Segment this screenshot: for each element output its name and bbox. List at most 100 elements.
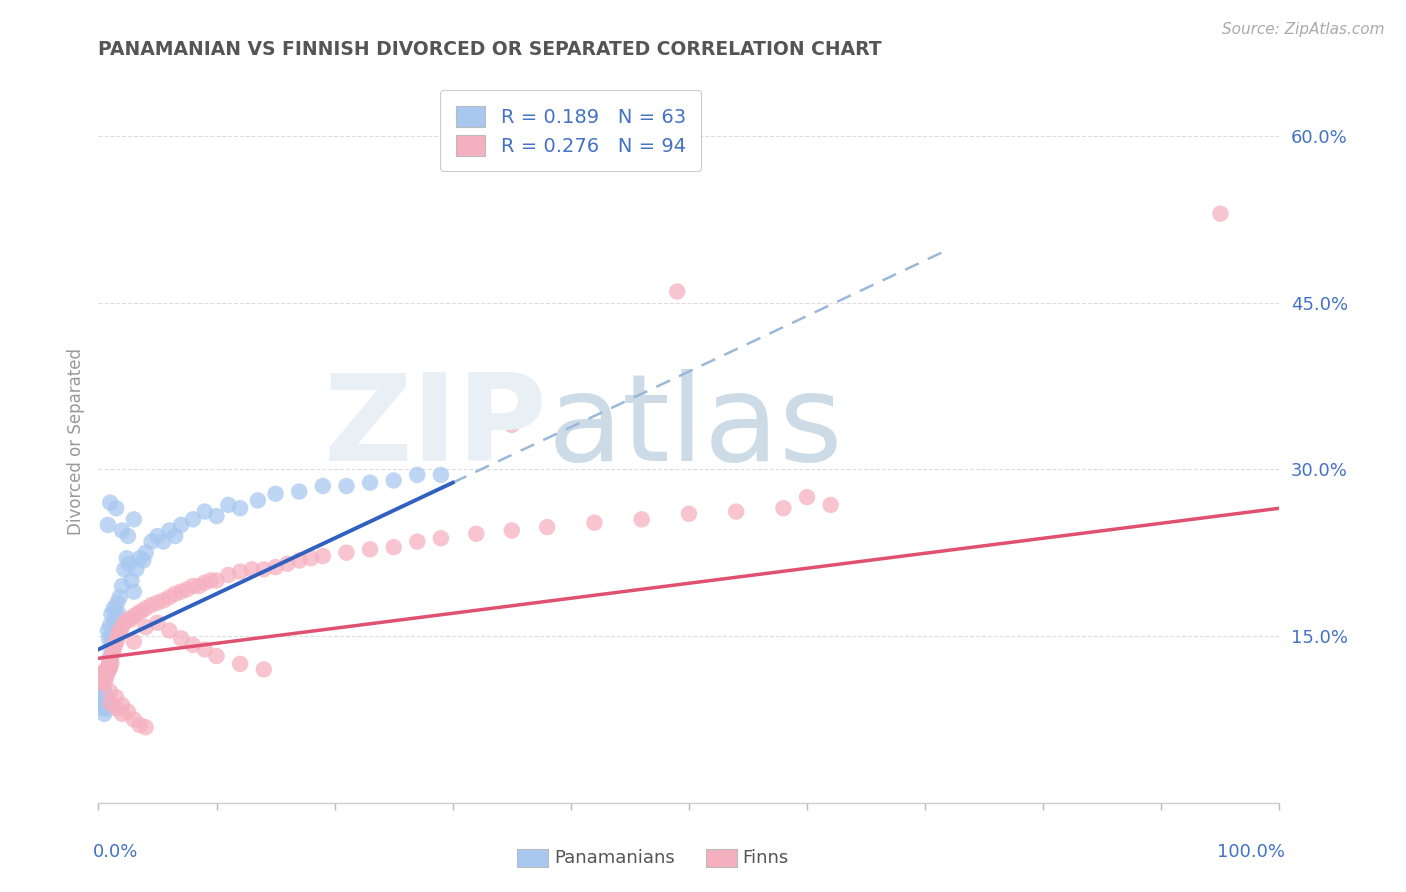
Point: [117, 612, 139, 626]
Point: [217, 568, 239, 582]
Point: [288, 484, 311, 499]
Point: [107, 607, 129, 621]
Point: [93, 671, 115, 685]
Text: 0.0%: 0.0%: [93, 843, 138, 861]
Point: [111, 698, 134, 712]
Point: [229, 501, 252, 516]
Point: [96, 668, 118, 682]
Point: [122, 512, 145, 526]
Point: [121, 574, 143, 588]
Point: [146, 529, 169, 543]
Point: [97, 517, 120, 532]
Legend: R = 0.189   N = 63, R = 0.276   N = 94: R = 0.189 N = 63, R = 0.276 N = 94: [440, 90, 702, 171]
Point: [187, 579, 209, 593]
Point: [105, 634, 128, 648]
Point: [98, 657, 121, 671]
Text: PANAMANIAN VS FINNISH DIVORCED OR SEPARATED CORRELATION CHART: PANAMANIAN VS FINNISH DIVORCED OR SEPARA…: [98, 40, 882, 59]
Point: [666, 285, 689, 299]
Point: [157, 524, 180, 538]
Point: [98, 618, 121, 632]
Point: [359, 475, 381, 490]
Point: [132, 553, 155, 567]
Point: [117, 529, 139, 543]
Point: [105, 632, 128, 646]
Text: Finns: Finns: [742, 849, 789, 867]
Point: [501, 417, 523, 432]
Point: [312, 479, 335, 493]
Point: [382, 540, 405, 554]
Point: [103, 618, 125, 632]
Point: [91, 696, 114, 710]
Point: [104, 612, 127, 626]
Point: [98, 640, 121, 655]
Point: [94, 673, 117, 688]
Point: [312, 549, 335, 563]
Point: [253, 662, 276, 676]
Point: [246, 493, 269, 508]
Point: [152, 593, 174, 607]
Point: [678, 507, 700, 521]
Point: [135, 720, 157, 734]
Point: [122, 584, 145, 599]
Point: [181, 579, 204, 593]
Point: [200, 574, 222, 588]
Point: [105, 701, 128, 715]
Point: [94, 665, 117, 679]
Point: [194, 505, 217, 519]
Point: [125, 562, 148, 576]
Point: [181, 512, 204, 526]
Text: Source: ZipAtlas.com: Source: ZipAtlas.com: [1222, 22, 1385, 37]
Point: [91, 675, 114, 690]
Point: [98, 662, 121, 676]
Point: [122, 609, 145, 624]
Point: [103, 642, 125, 657]
Point: [135, 601, 157, 615]
Point: [98, 496, 121, 510]
Point: [501, 524, 523, 538]
Point: [97, 660, 120, 674]
Point: [382, 474, 405, 488]
Point: [111, 524, 134, 538]
Point: [108, 590, 131, 604]
Point: [359, 542, 381, 557]
Point: [112, 562, 135, 576]
Point: [264, 487, 287, 501]
Point: [98, 696, 121, 710]
Point: [118, 557, 141, 571]
Point: [170, 632, 193, 646]
Point: [127, 607, 149, 621]
Point: [288, 553, 311, 567]
Point: [194, 642, 217, 657]
Point: [299, 551, 322, 566]
Point: [96, 701, 118, 715]
Point: [253, 562, 276, 576]
Point: [93, 706, 115, 721]
Point: [101, 646, 124, 660]
Point: [129, 605, 152, 619]
Point: [105, 501, 128, 516]
Point: [98, 651, 121, 665]
Point: [100, 656, 122, 670]
Point: [205, 574, 228, 588]
Point: [97, 624, 120, 638]
Point: [117, 705, 139, 719]
Point: [165, 529, 187, 543]
Point: [146, 596, 169, 610]
Point: [115, 551, 138, 566]
Point: [264, 560, 287, 574]
Point: [181, 638, 204, 652]
Point: [111, 579, 134, 593]
Point: [157, 624, 180, 638]
Point: [90, 673, 112, 688]
Point: [111, 620, 134, 634]
Point: [91, 701, 114, 715]
Point: [122, 713, 145, 727]
Point: [108, 624, 131, 638]
Point: [205, 649, 228, 664]
Point: [101, 634, 124, 648]
Point: [152, 534, 174, 549]
Point: [465, 526, 488, 541]
Text: ZIP: ZIP: [323, 368, 547, 485]
Point: [146, 615, 169, 630]
Point: [90, 684, 112, 698]
